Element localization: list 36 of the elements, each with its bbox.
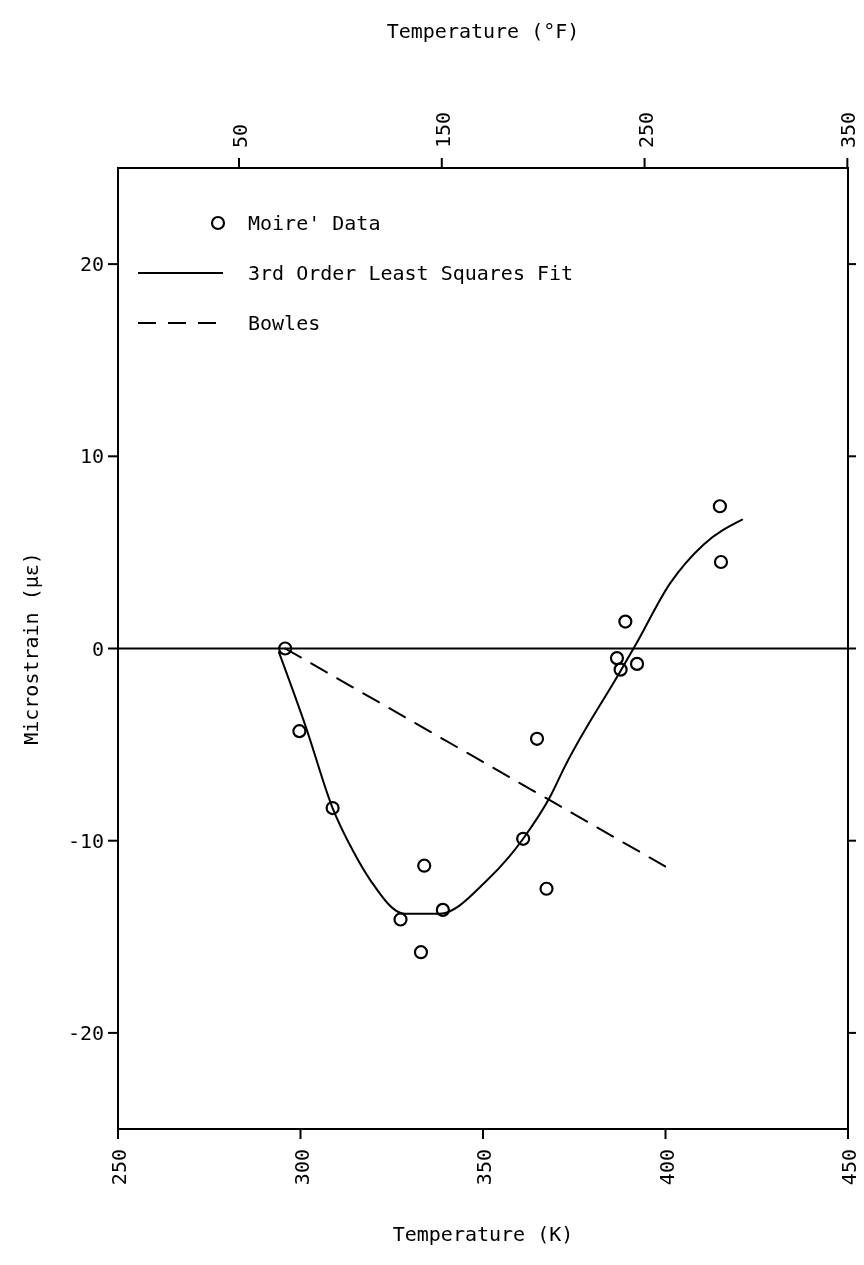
legend-label: Bowles	[248, 311, 321, 335]
point	[393, 912, 408, 927]
point	[435, 902, 450, 917]
point	[712, 499, 727, 514]
point	[292, 724, 307, 739]
point	[629, 656, 645, 671]
x-tick-label: 300	[289, 1149, 314, 1186]
y-tick-label: 10	[79, 444, 104, 469]
point	[413, 945, 429, 960]
y-tick-label: -10	[67, 828, 104, 853]
x-tick-label: 400	[654, 1149, 679, 1186]
point	[613, 662, 628, 677]
point	[529, 731, 545, 746]
x-axis-title: Temperature (K)	[392, 1222, 574, 1246]
legend-label: Moire' Data	[248, 211, 381, 235]
point	[609, 651, 625, 666]
point	[516, 831, 531, 846]
x2-tick-label: 50	[228, 123, 252, 148]
y-tick-label: 0	[91, 636, 104, 661]
point	[278, 641, 293, 656]
x2-tick-label: 150	[430, 111, 455, 148]
y-tick-label: 20	[79, 252, 104, 277]
legend-label: 3rd Order Least Squares Fit	[248, 261, 574, 285]
point	[713, 554, 729, 570]
point	[417, 858, 432, 873]
x2-tick-label: 350	[836, 111, 861, 148]
x2-tick-label: 250	[633, 111, 658, 148]
y-axis-title: Microstrain (με)	[19, 552, 43, 745]
point	[325, 800, 340, 816]
x-tick-label: 450	[837, 1149, 861, 1186]
point	[618, 614, 633, 629]
point	[539, 881, 554, 896]
y-tick-label: -20	[67, 1020, 104, 1045]
x-tick-label: 350	[472, 1149, 496, 1186]
x2-axis-title: Temperature (°F)	[386, 19, 580, 43]
x-tick-label: 250	[107, 1149, 131, 1186]
